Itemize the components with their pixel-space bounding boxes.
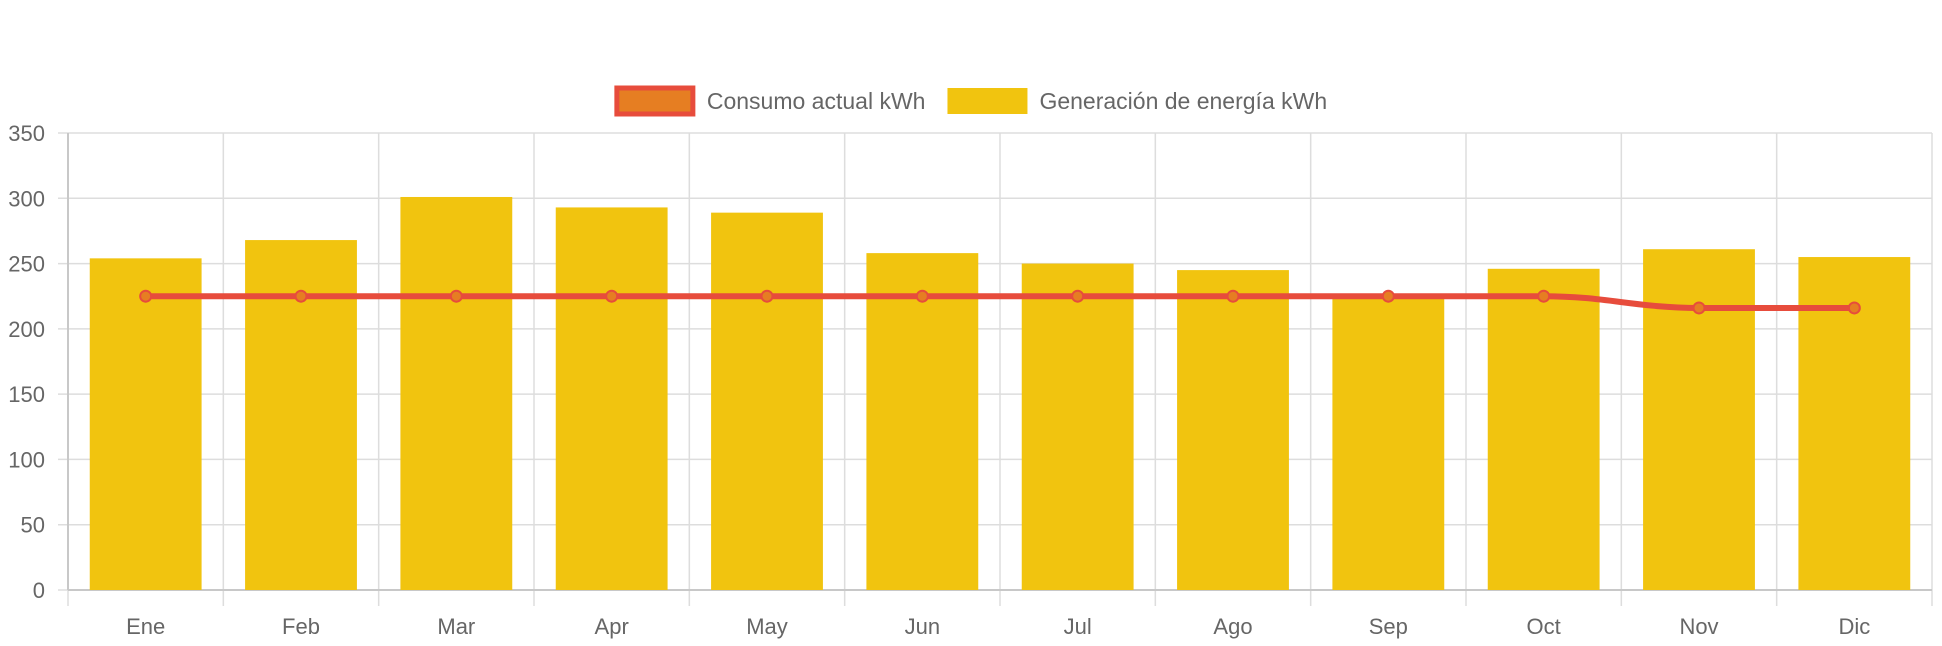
line-point-jun[interactable] xyxy=(915,289,929,303)
x-tick-label: Jul xyxy=(1064,614,1092,639)
legend-item-generacion[interactable]: Generación de energía kWh xyxy=(947,88,1327,114)
legend-swatch-consumo xyxy=(614,85,696,117)
line-point-mar[interactable] xyxy=(449,289,463,303)
line-point-feb[interactable] xyxy=(294,289,308,303)
y-tick-label: 100 xyxy=(8,447,45,472)
x-tick-label: Oct xyxy=(1527,614,1561,639)
line-point-may[interactable] xyxy=(760,289,774,303)
bar-apr[interactable] xyxy=(555,207,668,590)
y-tick-label: 200 xyxy=(8,317,45,342)
y-tick-label: 300 xyxy=(8,186,45,211)
x-tick-label: Apr xyxy=(595,614,629,639)
line-point-dic[interactable] xyxy=(1847,301,1861,315)
legend-label-generacion: Generación de energía kWh xyxy=(1039,88,1327,114)
line-point-nov[interactable] xyxy=(1692,301,1706,315)
line-point-oct[interactable] xyxy=(1537,289,1551,303)
bar-mar[interactable] xyxy=(400,196,513,591)
generation-bars xyxy=(89,196,1911,591)
bar-sep[interactable] xyxy=(1332,296,1445,590)
x-tick-label: Jun xyxy=(905,614,940,639)
line-point-apr[interactable] xyxy=(605,289,619,303)
bar-nov[interactable] xyxy=(1643,249,1755,591)
bar-oct[interactable] xyxy=(1487,268,1600,590)
consumption-line-path xyxy=(145,293,1855,311)
x-tick-label: Ago xyxy=(1213,614,1252,639)
bar-may[interactable] xyxy=(711,212,823,591)
x-tick-label: May xyxy=(746,614,788,639)
legend-swatch-generacion xyxy=(947,88,1028,114)
x-tick-label: Nov xyxy=(1679,614,1718,639)
bar-ago[interactable] xyxy=(1177,270,1289,590)
x-tick-label: Feb xyxy=(282,614,320,639)
bar-ene[interactable] xyxy=(89,258,202,590)
y-axis: 0 50 100 150 200 250 300 350 xyxy=(8,121,45,603)
y-tick-label: 150 xyxy=(8,382,45,407)
legend-label-consumo: Consumo actual kWh xyxy=(707,88,926,114)
line-point-jul[interactable] xyxy=(1071,289,1085,303)
line-point-ene[interactable] xyxy=(139,289,153,303)
line-point-ago[interactable] xyxy=(1226,289,1240,303)
bar-jul[interactable] xyxy=(1021,263,1134,590)
y-tick-label: 50 xyxy=(21,513,45,538)
y-tick-label: 350 xyxy=(8,121,45,146)
x-tick-label: Ene xyxy=(126,614,165,639)
consumption-line xyxy=(139,289,1861,315)
x-tick-label: Mar xyxy=(437,614,475,639)
grid xyxy=(58,132,1933,606)
y-tick-label: 250 xyxy=(8,252,45,277)
line-point-sep[interactable] xyxy=(1381,289,1395,303)
legend: Consumo actual kWh Generación de energía … xyxy=(614,85,1327,117)
y-tick-label: 0 xyxy=(33,578,45,603)
legend-item-consumo[interactable]: Consumo actual kWh xyxy=(614,85,926,117)
bar-jun[interactable] xyxy=(866,253,979,590)
x-axis: Ene Feb Mar Apr May Jun Jul Ago Sep Oct Nov Dic xyxy=(126,614,1870,639)
x-tick-label: Dic xyxy=(1838,614,1870,639)
x-tick-label: Sep xyxy=(1369,614,1408,639)
